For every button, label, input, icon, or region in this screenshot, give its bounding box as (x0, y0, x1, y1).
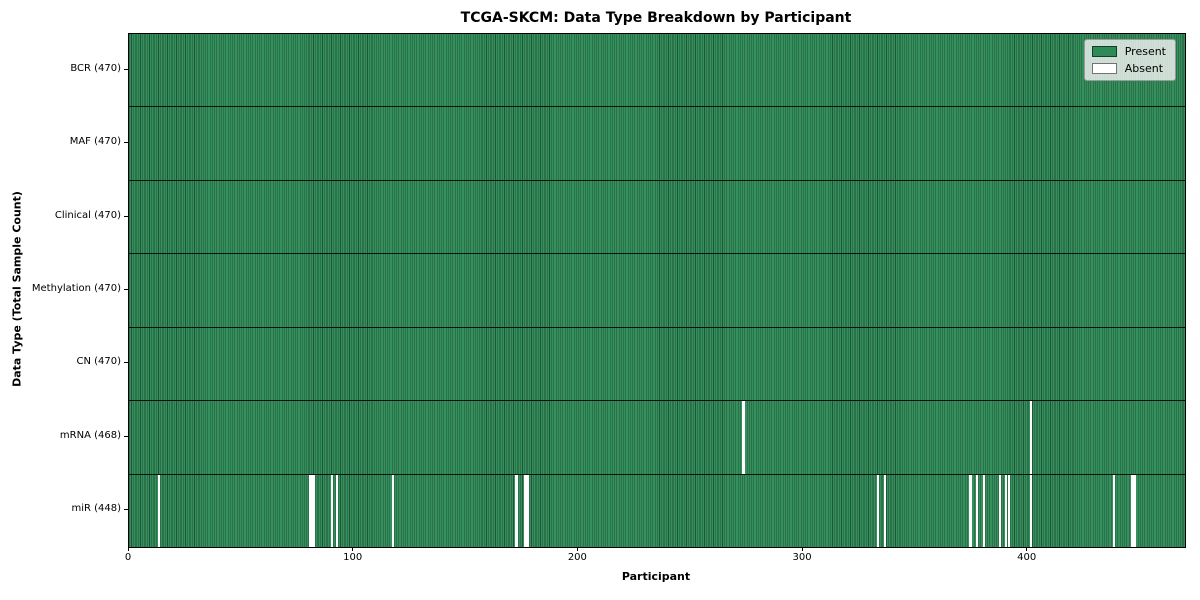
x-tick-mark (576, 547, 578, 551)
legend-item-present: Present (1091, 45, 1166, 58)
y-tick-label-miR: miR (448) (71, 502, 121, 514)
absent-cell (524, 474, 527, 547)
heatmap-row-CN (129, 326, 1185, 401)
absent-cell (310, 474, 314, 547)
absent-cell (515, 474, 518, 547)
heatmap-row-BCR (129, 34, 1185, 107)
absent-cell (158, 474, 161, 547)
absent-cell (308, 474, 311, 547)
y-tick-mark (124, 142, 128, 144)
legend-swatch-icon (1091, 46, 1117, 57)
absent-cell (998, 474, 1001, 547)
y-tick-label-BCR: BCR (470) (70, 63, 121, 75)
absent-cell (877, 474, 880, 547)
x-tick-mark (801, 547, 803, 551)
heatmap-row-miR (129, 473, 1185, 547)
x-tick-label-100: 100 (343, 552, 363, 563)
absent-cell (391, 474, 395, 547)
x-tick-mark (127, 547, 129, 551)
absent-cell (1005, 474, 1008, 547)
x-tick-label-300: 300 (792, 552, 812, 563)
absent-cell (1029, 401, 1033, 474)
heatmap-row-Methylation (129, 253, 1185, 327)
legend-swatch-icon (1091, 63, 1117, 74)
x-tick-mark (352, 547, 354, 551)
absent-cell (331, 474, 334, 547)
legend-label: Absent (1124, 62, 1164, 75)
y-tick-label-CN: CN (470) (76, 356, 121, 368)
x-axis-label: Participant (621, 570, 691, 583)
absent-cell (313, 474, 316, 547)
absent-cell (883, 474, 887, 547)
heatmap-row-MAF (129, 106, 1185, 180)
legend: Present Absent (1083, 39, 1176, 81)
plot-area (128, 33, 1186, 548)
x-tick-label-400: 400 (1017, 552, 1037, 563)
absent-cell (335, 474, 338, 547)
x-tick-label-0: 0 (124, 552, 132, 563)
absent-cell (526, 474, 529, 547)
y-tick-mark (124, 289, 128, 290)
y-tick-label-mRNA: mRNA (468) (59, 429, 121, 441)
y-tick-mark (124, 215, 128, 217)
chart-title: TCGA-SKCM: Data Type Breakdown by Partic… (460, 10, 852, 26)
absent-cell (969, 474, 972, 547)
absent-cell (1029, 474, 1033, 547)
y-tick-mark (124, 435, 128, 437)
absent-cell (982, 474, 986, 547)
x-tick-mark (1026, 547, 1028, 551)
y-tick-mark (124, 508, 128, 510)
absent-cell (976, 474, 979, 547)
y-tick-label-Clinical: Clinical (470) (54, 209, 121, 221)
heatmap-row-Clinical (129, 179, 1185, 254)
absent-cell (1133, 474, 1136, 547)
legend-label: Present (1124, 45, 1166, 58)
absent-cell (742, 401, 745, 474)
y-tick-mark (124, 69, 128, 71)
y-tick-mark (124, 362, 128, 364)
absent-cell (1007, 474, 1010, 547)
y-tick-label-Methylation: Methylation (470) (31, 283, 121, 294)
legend-item-absent: Absent (1091, 62, 1166, 75)
absent-cell (1131, 474, 1134, 547)
absent-cell (1113, 474, 1116, 547)
heatmap-row-mRNA (129, 400, 1185, 474)
x-tick-label-200: 200 (567, 552, 587, 563)
y-tick-label-MAF: MAF (470) (69, 136, 121, 148)
